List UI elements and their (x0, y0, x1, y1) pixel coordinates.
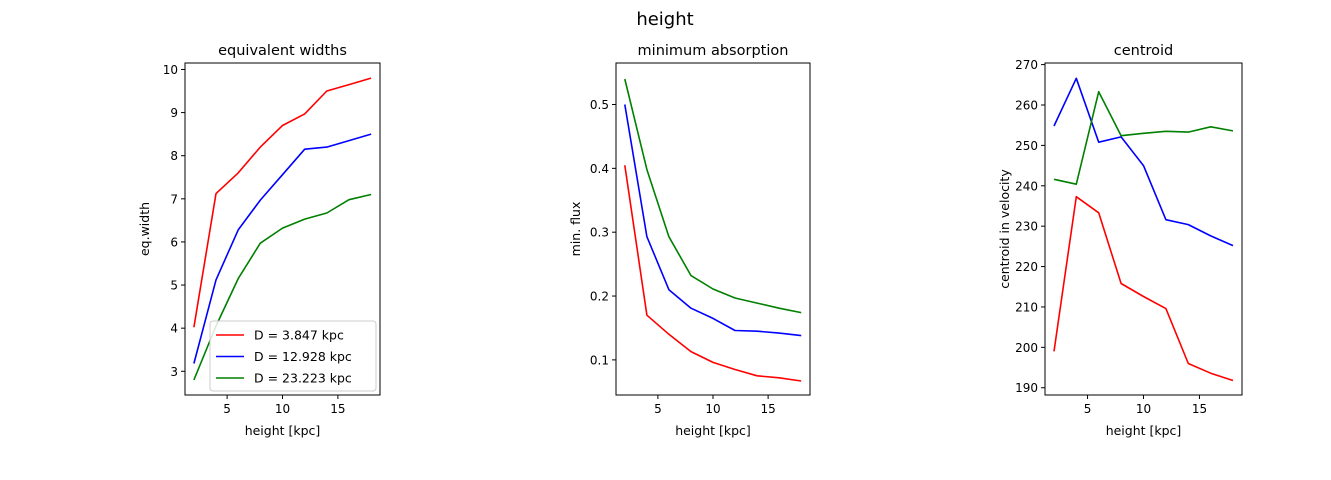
y-tick-label: 6 (170, 235, 178, 249)
y-tick-label: 0.5 (590, 98, 609, 112)
y-axis-label: min. flux (568, 202, 583, 257)
series-line-2 (193, 133, 372, 364)
series-line-1 (193, 77, 372, 328)
y-tick-label: 250 (1015, 139, 1038, 153)
y-tick-label: 220 (1015, 260, 1038, 274)
series-line-3 (193, 193, 372, 381)
series-line-2 (1053, 77, 1234, 247)
y-tick-label: 190 (1015, 381, 1038, 395)
series-line-1 (1053, 195, 1234, 382)
x-axis-label: height [kpc] (245, 423, 321, 438)
y-tick-label: 200 (1015, 341, 1038, 355)
series-line-3 (624, 78, 802, 314)
x-tick-label: 15 (1192, 402, 1207, 416)
chart-panel-2: minimum absorption 5 10 15 0.1 0.2 0.3 0.4 0.5 he… (568, 43, 811, 438)
y-tick-label: 10 (163, 63, 178, 77)
legend-label: D = 12.928 kpc (254, 349, 352, 364)
y-tick-label: 230 (1015, 220, 1038, 234)
y-tick-label: 210 (1015, 300, 1038, 314)
series-line-1 (624, 165, 802, 382)
chart-panel-1: equivalent widths 5 10 15 3 4 5 6 7 8 9 10 height [k… (137, 43, 381, 438)
chart-title: minimum absorption (638, 43, 789, 59)
plot-frame (615, 62, 811, 396)
x-tick-label: 10 (705, 402, 720, 416)
x-axis-label: height [kpc] (1106, 423, 1182, 438)
y-tick-label: 8 (170, 149, 178, 163)
figure-suptitle: height (636, 9, 693, 30)
x-tick-label: 10 (275, 402, 290, 416)
y-tick-label: 0.3 (590, 226, 609, 240)
y-tick-label: 5 (170, 279, 178, 293)
y-tick-label: 9 (170, 106, 178, 120)
y-tick-label: 4 (170, 322, 178, 336)
x-tick-label: 5 (654, 402, 662, 416)
y-tick-label: 0.1 (590, 353, 609, 367)
y-tick-label: 270 (1015, 58, 1038, 72)
legend-label: D = 23.223 kpc (254, 371, 352, 386)
y-tick-label: 260 (1015, 99, 1038, 113)
y-tick-label: 240 (1015, 179, 1038, 193)
legend-label: D = 3.847 kpc (254, 328, 344, 343)
x-tick-label: 10 (1136, 402, 1151, 416)
x-axis-label: height [kpc] (675, 423, 751, 438)
legend-box (209, 320, 377, 392)
series-line-3 (1053, 90, 1234, 185)
y-tick-label: 7 (170, 192, 178, 206)
x-tick-label: 5 (1084, 402, 1092, 416)
y-axis-label: centroid in velocity (997, 169, 1012, 289)
plot-frame (1044, 62, 1243, 396)
chart-title: equivalent widths (218, 43, 347, 59)
y-tick-label: 3 (170, 365, 178, 379)
y-tick-label: 0.4 (590, 162, 609, 176)
y-axis-label: eq.width (137, 202, 152, 256)
chart-panel-3: centroid 5 10 15 190 200 210 220 230 240 250 260 270… (997, 43, 1243, 438)
x-tick-label: 5 (223, 402, 231, 416)
series-line-2 (624, 104, 802, 337)
plot-frame (184, 62, 381, 396)
x-tick-label: 15 (760, 402, 775, 416)
y-tick-label: 0.2 (590, 290, 609, 304)
chart-title: centroid (1114, 43, 1174, 59)
legend: D = 3.847 kpc D = 12.928 kpc D = 23.223 kp… (209, 320, 377, 392)
x-tick-label: 15 (330, 402, 345, 416)
